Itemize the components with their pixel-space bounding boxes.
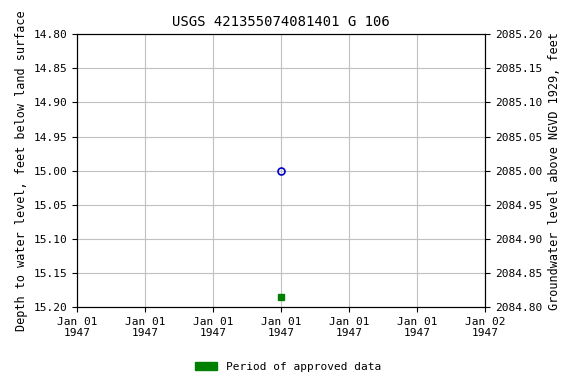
Title: USGS 421355074081401 G 106: USGS 421355074081401 G 106	[172, 15, 390, 29]
Y-axis label: Groundwater level above NGVD 1929, feet: Groundwater level above NGVD 1929, feet	[548, 32, 561, 310]
Legend: Period of approved data: Period of approved data	[191, 358, 385, 377]
Y-axis label: Depth to water level, feet below land surface: Depth to water level, feet below land su…	[15, 10, 28, 331]
